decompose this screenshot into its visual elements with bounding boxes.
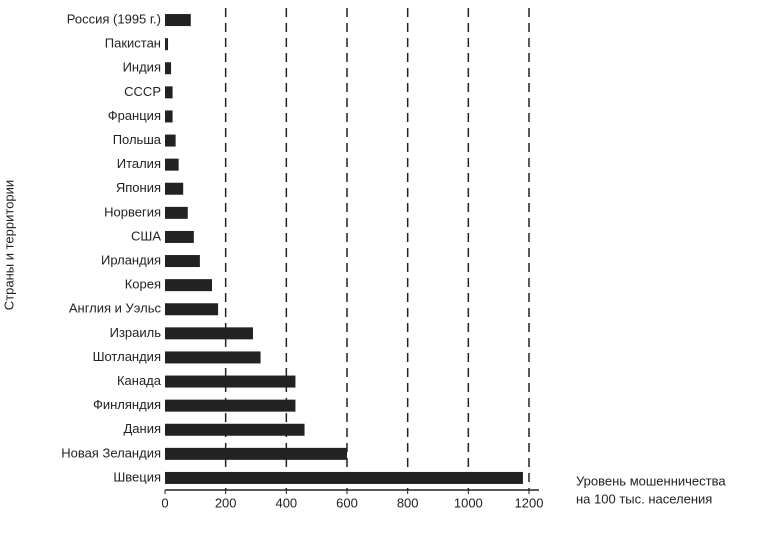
- y-tick-label: Корея: [125, 277, 161, 292]
- bar: [165, 447, 347, 460]
- bar: [165, 327, 253, 340]
- y-tick-label: Италия: [117, 156, 161, 171]
- y-tick-label: Россия (1995 г.): [67, 11, 161, 26]
- y-tick-label: Дания: [123, 421, 161, 436]
- bar: [165, 471, 523, 484]
- y-tick-label: Ирландия: [101, 252, 161, 267]
- y-tick-label: Швеция: [113, 469, 161, 484]
- y-tick-label: Финляндия: [93, 397, 161, 412]
- bar: [165, 279, 213, 292]
- x-tick-label: 200: [215, 495, 237, 510]
- y-axis-title: Страны и территории: [1, 180, 16, 310]
- x-tick-label: 1200: [515, 495, 544, 510]
- bar: [165, 182, 184, 195]
- x-tick-label: 600: [336, 495, 358, 510]
- y-tick-label: Япония: [116, 180, 161, 195]
- bar: [165, 375, 296, 388]
- x-axis-title: на 100 тыс. населения: [576, 491, 712, 506]
- y-tick-label: Индия: [123, 60, 161, 75]
- bar: [165, 255, 200, 268]
- y-tick-label: Норвегия: [104, 204, 161, 219]
- bar: [165, 110, 173, 123]
- y-tick-label: США: [131, 228, 161, 243]
- y-tick-label: Польша: [113, 132, 162, 147]
- bar: [165, 206, 188, 219]
- bar: [165, 14, 191, 27]
- y-tick-label: Шотландия: [93, 349, 161, 364]
- y-tick-label: СССР: [124, 84, 161, 99]
- x-tick-label: 0: [161, 495, 168, 510]
- bar: [165, 399, 296, 412]
- bar: [165, 351, 261, 364]
- x-tick-label: 1000: [454, 495, 483, 510]
- bar: [165, 62, 172, 75]
- bar: [165, 230, 194, 243]
- bar: [165, 38, 169, 51]
- bar: [165, 86, 173, 99]
- y-tick-label: Англия и Уэльс: [69, 301, 162, 316]
- bar: [165, 134, 176, 147]
- bar: [165, 423, 305, 436]
- bar: [165, 303, 219, 316]
- y-tick-label: Канада: [117, 373, 162, 388]
- bar: [165, 158, 179, 171]
- y-tick-label: Израиль: [110, 325, 162, 340]
- x-tick-label: 400: [275, 495, 297, 510]
- y-tick-label: Пакистан: [105, 36, 161, 51]
- x-axis-title: Уровень мошенничества: [576, 473, 726, 488]
- y-tick-label: Франция: [108, 108, 161, 123]
- x-tick-label: 800: [397, 495, 419, 510]
- y-tick-label: Новая Зеландия: [61, 445, 161, 460]
